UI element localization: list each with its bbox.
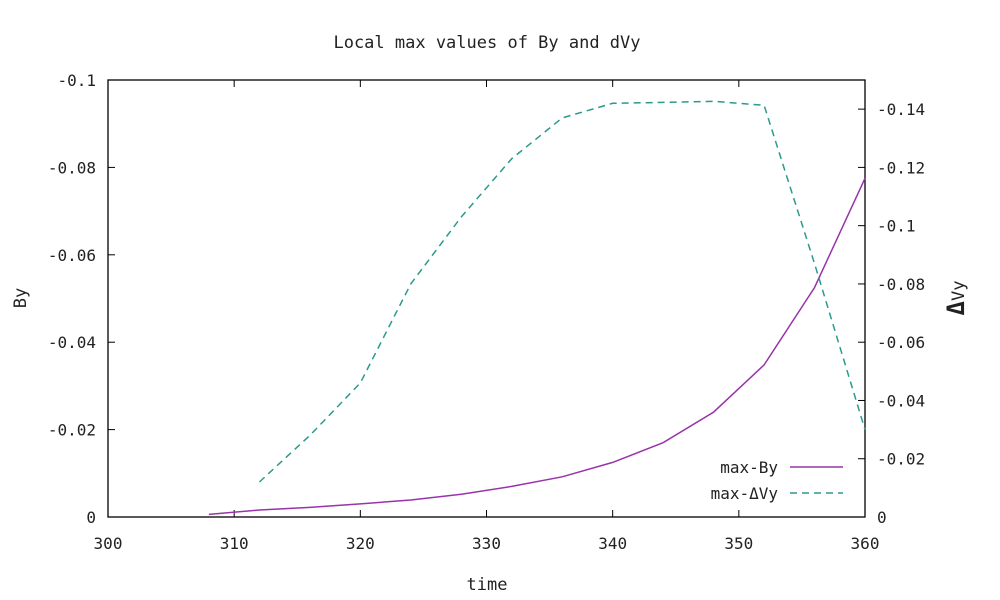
y2-tick-label: -0.02: [877, 450, 925, 469]
x-axis-label: time: [467, 575, 508, 595]
y2-axis-label: ΔVy: [942, 281, 970, 316]
x-tick-label: 300: [94, 534, 123, 553]
y-tick-label: -0.1: [57, 71, 96, 90]
y2-tick-label: -0.12: [877, 158, 925, 177]
x-tick-label: 330: [472, 534, 501, 553]
x-tick-label: 360: [851, 534, 880, 553]
x-tick-label: 310: [220, 534, 249, 553]
y2-tick-label: -0.1: [877, 217, 916, 236]
y2-tick-label: -0.08: [877, 275, 925, 294]
series-layer: [208, 100, 866, 516]
y2-tick-label: -0.06: [877, 333, 925, 352]
y-axis-label: By: [11, 288, 31, 308]
x-tick-label: 320: [346, 534, 375, 553]
x-tick-label: 350: [724, 534, 753, 553]
y-tick-label: -0.04: [48, 333, 96, 352]
y2-tick-label: -0.04: [877, 391, 925, 410]
y2-axis-label-symbol: Δ: [942, 300, 970, 315]
y-tick-label: -0.08: [48, 158, 96, 177]
y-tick-label: -0.02: [48, 421, 96, 440]
legend: max-By max-ΔVy: [711, 458, 843, 503]
x-axis-ticks: 300 310 320 330 340 350 360: [94, 80, 880, 553]
y-tick-label: -0.06: [48, 246, 96, 265]
chart-title: Local max values of By and dVy: [333, 33, 640, 53]
y-tick-label: 0: [86, 508, 96, 527]
plot-frame: [107, 79, 866, 518]
y2-tick-label: 0: [877, 508, 887, 527]
series-line-max-dvy: [258, 100, 866, 483]
y-axis-ticks: 0 -0.02 -0.04 -0.06 -0.08 -0.1: [48, 71, 115, 527]
x-tick-label: 340: [598, 534, 627, 553]
y2-tick-label: -0.14: [877, 100, 925, 119]
legend-label-max-by: max-By: [720, 458, 778, 477]
series-line-max-by: [208, 177, 866, 516]
legend-label-max-dvy: max-ΔVy: [711, 484, 779, 503]
y2-axis-label-text: Vy: [949, 281, 969, 301]
y2-axis-ticks: 0 -0.02 -0.04 -0.06 -0.08 -0.1 -0.12 -0.14: [858, 100, 925, 527]
